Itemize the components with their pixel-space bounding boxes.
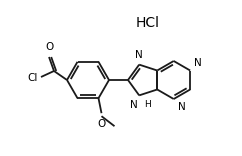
Text: N: N <box>194 58 202 68</box>
Text: N: N <box>130 100 138 110</box>
Text: N: N <box>178 102 185 112</box>
Text: H: H <box>144 100 151 109</box>
Text: HCl: HCl <box>136 16 160 30</box>
Text: Cl: Cl <box>28 73 38 83</box>
Text: O: O <box>45 41 53 51</box>
Text: N: N <box>135 50 143 60</box>
Text: O: O <box>97 119 106 129</box>
